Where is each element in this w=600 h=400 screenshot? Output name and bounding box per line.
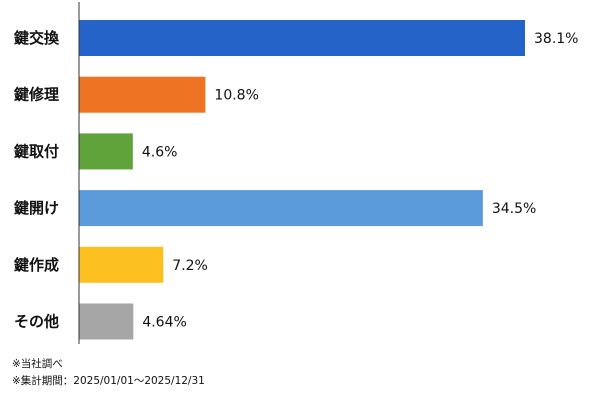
bar [79, 190, 483, 227]
period-note: ※集計期間：2025/01/01〜2025/12/31 [12, 375, 205, 387]
bar [79, 133, 133, 170]
category-label: 鍵交換 [14, 29, 60, 47]
category-label: その他 [14, 313, 59, 331]
data-label: 4.6% [142, 144, 178, 160]
footnotes: ※当社調べ ※集計期間：2025/01/01〜2025/12/31 [12, 356, 205, 390]
source-note: ※当社調べ [12, 358, 63, 370]
bar [79, 303, 134, 340]
category-label: 鍵作成 [14, 256, 59, 274]
data-label: 10.8% [214, 88, 258, 104]
bar [79, 76, 206, 113]
data-label: 38.1% [534, 31, 578, 47]
bar [79, 20, 525, 56]
bar [79, 246, 164, 283]
category-label: 鍵修理 [14, 86, 59, 104]
category-label: 鍵取付 [14, 142, 59, 160]
data-label: 4.64% [142, 315, 186, 331]
category-label: 鍵開け [14, 199, 59, 217]
data-label: 7.2% [172, 258, 208, 274]
data-label: 34.5% [492, 201, 536, 217]
